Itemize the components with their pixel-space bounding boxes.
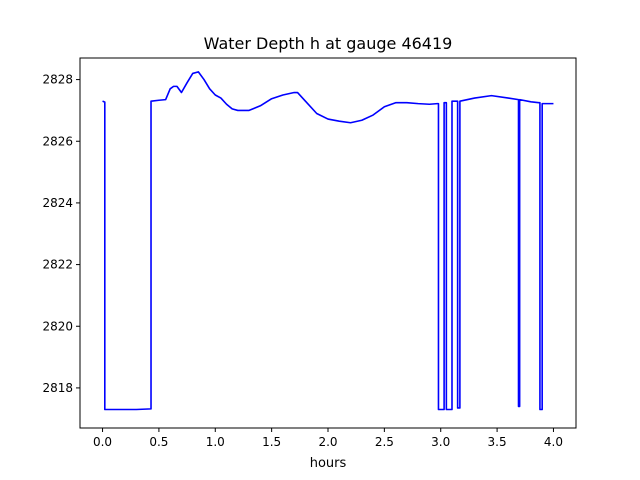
x-tick-label: 2.0 bbox=[318, 435, 337, 449]
y-tick-label: 2818 bbox=[42, 381, 73, 395]
x-tick-label: 2.5 bbox=[375, 435, 394, 449]
series-line-0 bbox=[102, 71, 554, 411]
series-layer bbox=[102, 71, 554, 411]
x-tick-label: 3.0 bbox=[431, 435, 450, 449]
y-tick-label: 2822 bbox=[42, 258, 73, 272]
x-tick-label: 1.5 bbox=[262, 435, 281, 449]
x-tick-label: 4.0 bbox=[544, 435, 563, 449]
x-axis-label: hours bbox=[310, 456, 347, 471]
y-tick-label: 2820 bbox=[42, 319, 73, 333]
x-tick-label: 0.5 bbox=[149, 435, 168, 449]
y-tick-label: 2826 bbox=[42, 134, 73, 148]
x-axis: 0.0 0.5 1.0 1.5 2.0 2.5 3.0 3.5 4.0 bbox=[93, 428, 563, 449]
x-tick-label: 0.0 bbox=[93, 435, 112, 449]
chart-title: Water Depth h at gauge 46419 bbox=[204, 34, 453, 53]
x-tick-label: 3.5 bbox=[488, 435, 507, 449]
y-axis: 2818 2820 2822 2824 2826 2828 bbox=[42, 73, 80, 395]
x-tick-label: 1.0 bbox=[206, 435, 225, 449]
y-tick-label: 2828 bbox=[42, 73, 73, 87]
plot-area bbox=[80, 58, 576, 428]
y-tick-label: 2824 bbox=[42, 196, 73, 210]
